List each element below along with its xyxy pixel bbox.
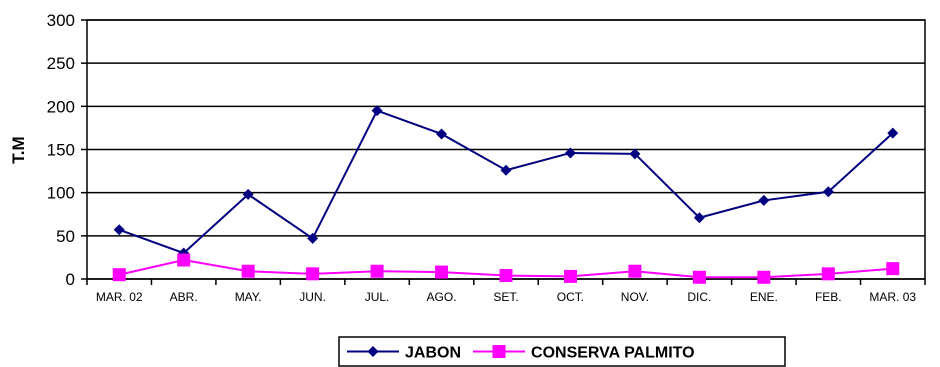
data-point bbox=[112, 268, 126, 282]
series-line bbox=[118, 109, 894, 255]
data-point bbox=[306, 267, 320, 281]
x-tick-label: JUL. bbox=[365, 290, 390, 304]
y-tick-label: 150 bbox=[47, 141, 75, 160]
y-tick-label: 0 bbox=[66, 270, 75, 289]
data-point bbox=[692, 270, 706, 284]
gridlines bbox=[87, 19, 925, 280]
y-axis-label: T.M bbox=[9, 136, 28, 163]
data-point bbox=[886, 262, 900, 276]
y-tick-label: 200 bbox=[47, 97, 75, 116]
legend: JABON CONSERVA PALMITO bbox=[338, 336, 786, 367]
data-point bbox=[629, 148, 641, 160]
x-tick-label: OCT. bbox=[557, 290, 584, 304]
x-tick-label: ABR. bbox=[170, 290, 198, 304]
series-layer bbox=[112, 105, 900, 284]
legend-label: CONSERVA PALMITO bbox=[531, 345, 695, 362]
data-point bbox=[500, 164, 512, 176]
data-point bbox=[241, 264, 255, 278]
legend-marker bbox=[492, 345, 506, 358]
x-tick-label: MAR. 03 bbox=[869, 290, 916, 304]
x-axis-ticks: MAR. 02 ABR. MAY. JUN. JUL. AGO. SET. OCT. NOV. D… bbox=[86, 279, 926, 304]
data-point bbox=[563, 269, 577, 283]
x-tick-label: ENE. bbox=[750, 290, 778, 304]
x-tick-label: MAR. 02 bbox=[96, 290, 143, 304]
x-tick-label: DIC. bbox=[687, 290, 711, 304]
data-point bbox=[757, 270, 771, 284]
data-point bbox=[693, 212, 705, 224]
data-point bbox=[564, 147, 576, 159]
data-point bbox=[499, 269, 513, 283]
data-point bbox=[370, 264, 384, 278]
x-tick-label: NOV. bbox=[621, 290, 649, 304]
data-point bbox=[307, 232, 319, 244]
data-point bbox=[628, 264, 642, 278]
data-point bbox=[821, 267, 835, 281]
data-point bbox=[435, 265, 449, 279]
x-tick-label: FEB. bbox=[815, 290, 842, 304]
data-point bbox=[242, 188, 254, 200]
y-axis-ticks: 0 50 100 150 200 250 300 bbox=[47, 11, 87, 289]
y-tick-label: 50 bbox=[56, 227, 75, 246]
y-tick-label: 300 bbox=[47, 11, 75, 30]
y-tick-label: 100 bbox=[47, 184, 75, 203]
legend-box bbox=[338, 336, 786, 367]
data-point bbox=[758, 194, 770, 206]
series-0 bbox=[113, 105, 899, 259]
y-tick-label: 250 bbox=[47, 54, 75, 73]
data-point bbox=[822, 186, 834, 198]
data-point bbox=[887, 127, 899, 139]
x-tick-label: SET. bbox=[493, 290, 518, 304]
legend-marker bbox=[367, 346, 379, 357]
x-tick-label: AGO. bbox=[427, 290, 457, 304]
legend-label: JABON bbox=[405, 345, 461, 362]
data-point bbox=[436, 128, 448, 140]
series-1 bbox=[112, 253, 900, 284]
x-tick-label: MAY. bbox=[235, 290, 262, 304]
data-point bbox=[177, 253, 191, 267]
data-point bbox=[113, 224, 125, 236]
x-tick-label: JUN. bbox=[299, 290, 326, 304]
data-point bbox=[371, 105, 383, 117]
